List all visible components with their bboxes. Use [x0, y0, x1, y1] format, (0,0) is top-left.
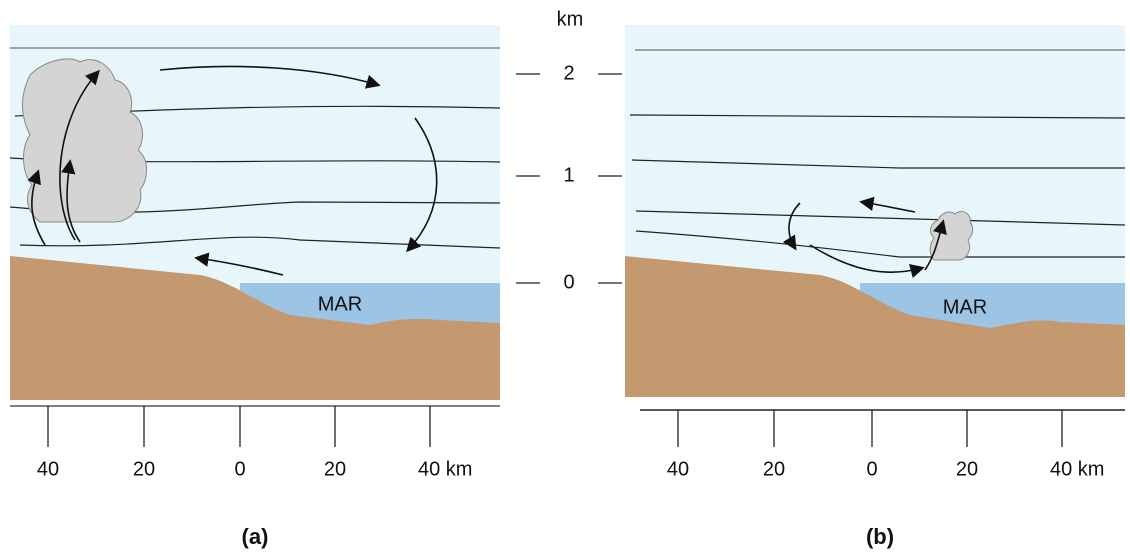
x-ticks: 40 20 0 20 40 km [37, 406, 473, 480]
panel-label: (a) [242, 524, 269, 549]
height-tick-label: 2 [563, 62, 574, 84]
x-tick-label: 20 [324, 458, 346, 480]
x-tick-label: 0 [866, 458, 877, 480]
x-ticks: 40 20 0 20 40 km [667, 410, 1105, 480]
sea-label: MAR [318, 293, 362, 315]
x-tick-label: 40 km [418, 458, 472, 480]
panel-a: MAR 40 20 0 20 40 km (a) [10, 25, 500, 549]
panel-label: (b) [866, 524, 894, 549]
height-unit: km [557, 8, 584, 30]
x-tick-label: 20 [956, 458, 978, 480]
x-tick-label: 20 [133, 458, 155, 480]
panel-b: MAR 40 20 0 20 40 km (b) [625, 25, 1125, 549]
height-axis: km 2 1 0 [516, 8, 622, 293]
x-tick-label: 20 [763, 458, 785, 480]
sea-label: MAR [943, 296, 987, 318]
x-tick-label: 40 [37, 458, 59, 480]
x-tick-label: 0 [234, 458, 245, 480]
height-tick-label: 0 [563, 271, 574, 293]
diagram: MAR 402002040 km (a) km 210 MAR 40200204… [0, 0, 1130, 558]
x-tick-label: 40 [667, 458, 689, 480]
height-tick-label: 1 [563, 164, 574, 186]
x-tick-label: 40 km [1050, 458, 1104, 480]
height-ticks: 2 1 0 [516, 62, 622, 293]
